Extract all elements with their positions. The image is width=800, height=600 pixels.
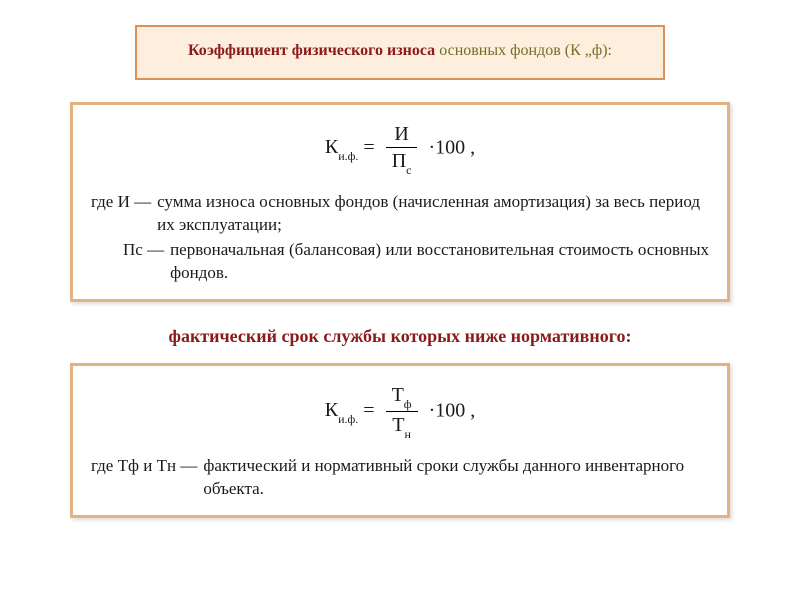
explain-1-row-2: Пс — первоначальная (балансовая) или вос… (91, 239, 709, 285)
explain-2: где Тф и Тн — фактический и нормативный … (91, 455, 709, 501)
e2-label: где Тф и Тн — (91, 455, 203, 478)
f1-fraction: И Пс (386, 123, 418, 175)
title-box: Коэффициент физического износа основных … (135, 25, 665, 80)
f1-lhs: Ки.ф. (325, 136, 364, 158)
formula-1: Ки.ф. = И Пс ·100 , (91, 123, 709, 175)
e1b-label: Пс — (91, 239, 170, 262)
title-tail-1: основных фондов (К (439, 42, 585, 59)
formula-2: Ки.ф. = Тф Тн ·100 , (91, 384, 709, 439)
f2-lhs: Ки.ф. (325, 399, 364, 421)
e1-text: сумма износа основных фондов (начисленна… (157, 191, 709, 237)
f1-den: Пс (386, 148, 418, 175)
explain-1-row-1: где И — сумма износа основных фондов (на… (91, 191, 709, 237)
explain-1: где И — сумма износа основных фондов (на… (91, 191, 709, 285)
formula-box-1: Ки.ф. = И Пс ·100 , где И — сумма износа… (70, 102, 730, 302)
f2-den: Тн (386, 412, 418, 439)
f2-fraction: Тф Тн (386, 384, 418, 439)
title-strong: Коэффициент физического износа (188, 42, 439, 59)
formula-box-2: Ки.ф. = Тф Тн ·100 , где Тф и Тн — факти… (70, 363, 730, 518)
equals: = (363, 399, 379, 421)
title-text: Коэффициент физического износа основных … (147, 41, 653, 62)
f1-tail: ·100 , (428, 136, 475, 158)
title-tail-sub: „ф (585, 42, 602, 59)
slide: Коэффициент физического износа основных … (0, 0, 800, 600)
title-tail-2: ): (602, 42, 612, 59)
e2-text: фактический и нормативный сроки службы д… (203, 455, 709, 501)
f2-num: Тф (386, 384, 418, 412)
f2-tail: ·100 , (429, 399, 476, 421)
subtitle: фактический срок службы которых ниже нор… (0, 326, 800, 347)
f1-num: И (386, 123, 418, 148)
explain-2-row: где Тф и Тн — фактический и нормативный … (91, 455, 709, 501)
e1-label: где И — (91, 191, 157, 214)
equals: = (363, 136, 379, 158)
e1b-text: первоначальная (балансовая) или восстано… (170, 239, 709, 285)
